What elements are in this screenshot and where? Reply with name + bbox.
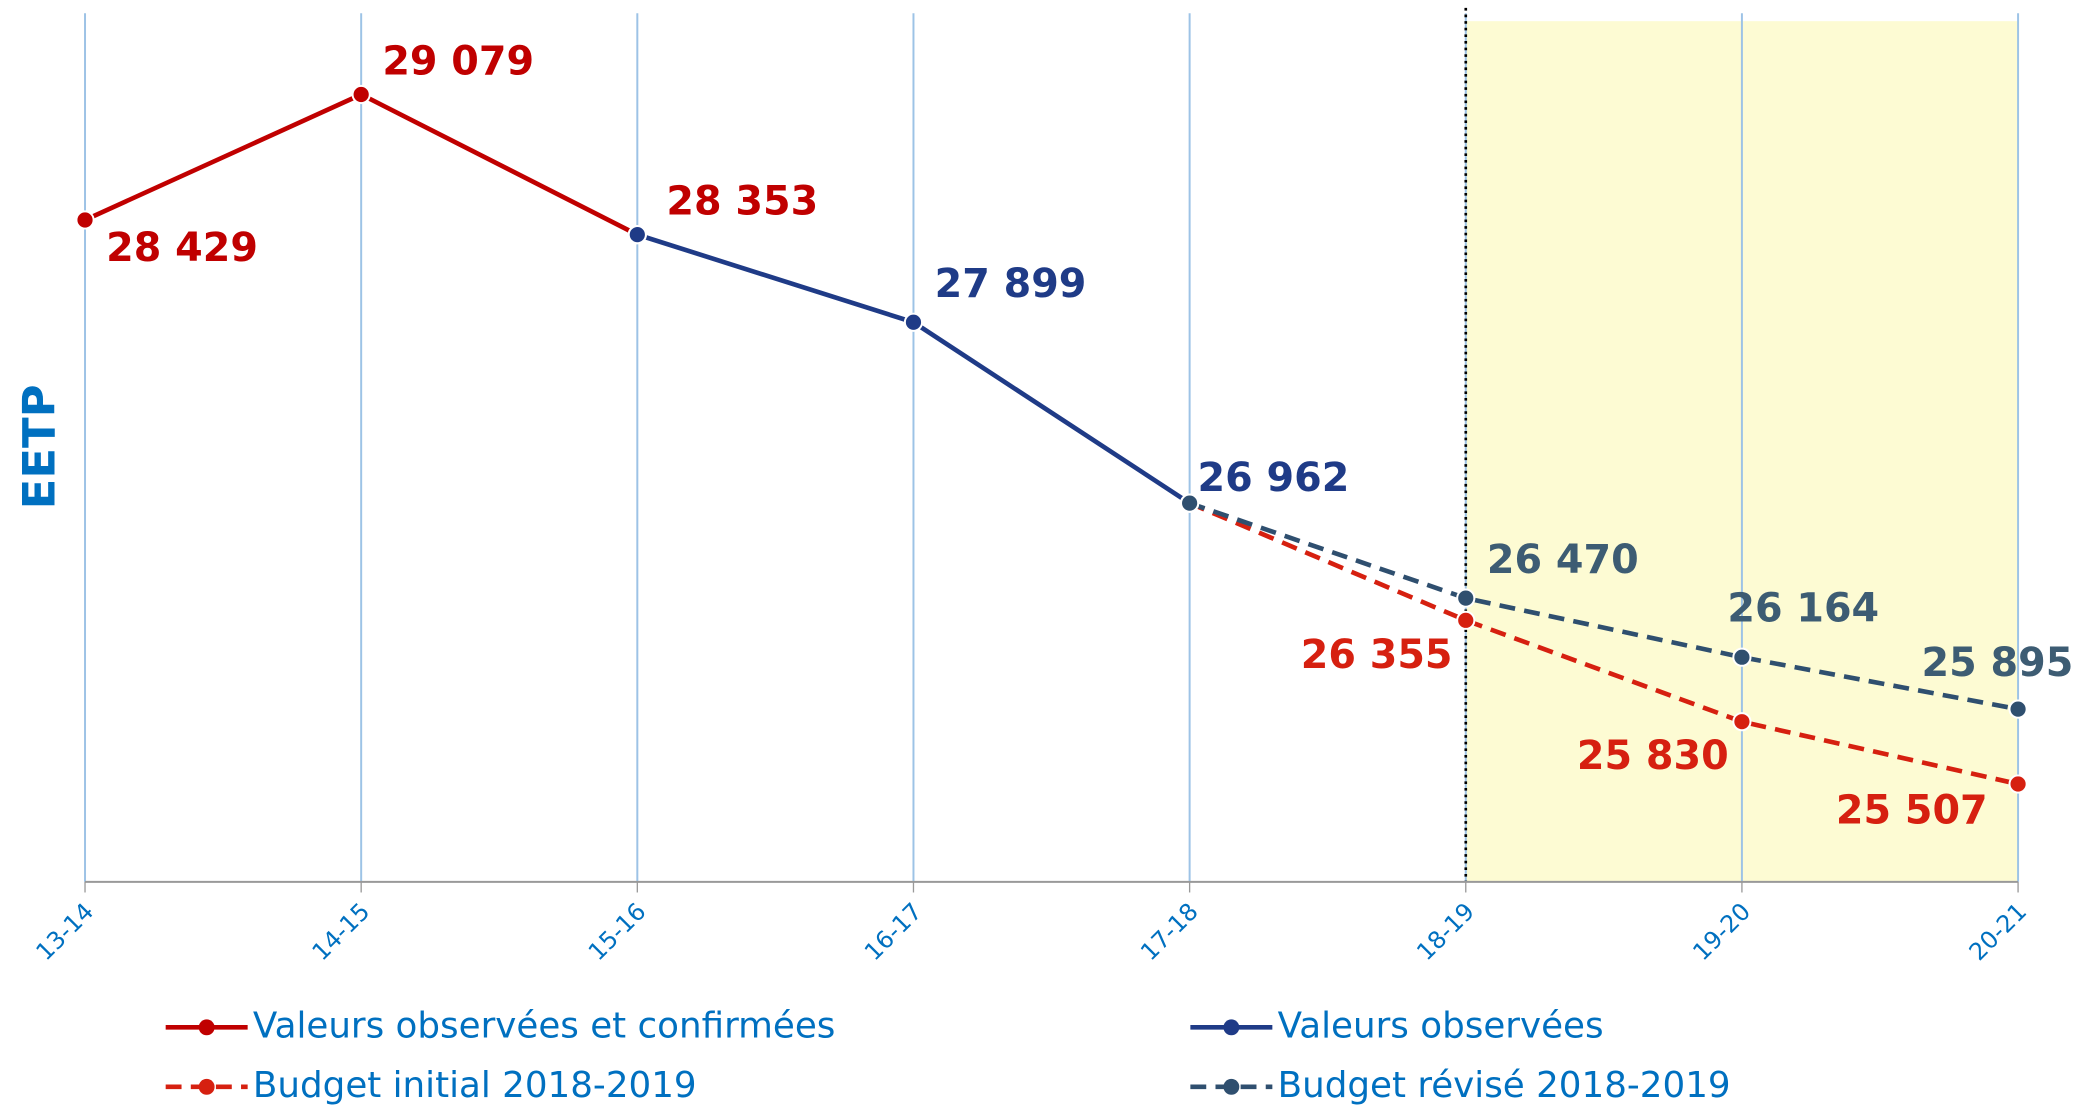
data-point <box>75 210 95 230</box>
value-label: 28 429 <box>106 225 258 271</box>
x-tick-label: 17-18 <box>1135 897 1204 966</box>
legend-marker <box>1223 1078 1240 1095</box>
value-label: 26 962 <box>1198 455 1350 501</box>
data-point <box>903 312 924 332</box>
legend-label: Valeurs observées et confirmées <box>253 1005 835 1046</box>
legend-label: Budget initial 2018-2019 <box>253 1065 697 1106</box>
data-point <box>1456 610 1476 630</box>
legend-marker <box>198 1019 215 1036</box>
value-label: 26 355 <box>1301 632 1453 678</box>
value-label: 26 164 <box>1727 585 1879 631</box>
x-tick-label: 20-21 <box>1964 897 2033 966</box>
series-line <box>1188 500 2019 712</box>
value-label: 25 507 <box>1836 788 1988 834</box>
data-point <box>351 84 371 105</box>
data-point <box>1732 712 1752 732</box>
value-label: 25 830 <box>1577 733 1729 779</box>
value-label: 29 079 <box>382 39 534 85</box>
data-point <box>627 225 647 245</box>
x-tick-label: 14-15 <box>307 897 376 966</box>
x-tick-label: 16-17 <box>859 897 928 966</box>
value-label: 26 470 <box>1487 537 1639 583</box>
value-label: 28 353 <box>666 179 818 225</box>
x-tick-label: 18-19 <box>1411 897 1480 966</box>
data-point <box>2008 774 2028 794</box>
data-point <box>1180 493 1200 513</box>
x-tick-label: 15-16 <box>583 897 652 966</box>
x-tick-label: 19-20 <box>1687 897 1756 966</box>
series-line <box>1188 501 2019 787</box>
x-tick-label: 13-14 <box>30 897 99 966</box>
legend-label: Budget révisé 2018-2019 <box>1278 1065 1731 1106</box>
value-label: 27 899 <box>935 261 1087 307</box>
legend-label: Valeurs observées <box>1278 1005 1604 1046</box>
legend-marker <box>198 1078 215 1095</box>
legend-marker <box>1223 1019 1240 1036</box>
y-axis-label: EETP <box>13 384 66 509</box>
data-point <box>1456 588 1476 608</box>
data-point <box>1732 647 1752 667</box>
data-point <box>2008 699 2028 719</box>
value-label: 25 895 <box>1922 640 2074 686</box>
